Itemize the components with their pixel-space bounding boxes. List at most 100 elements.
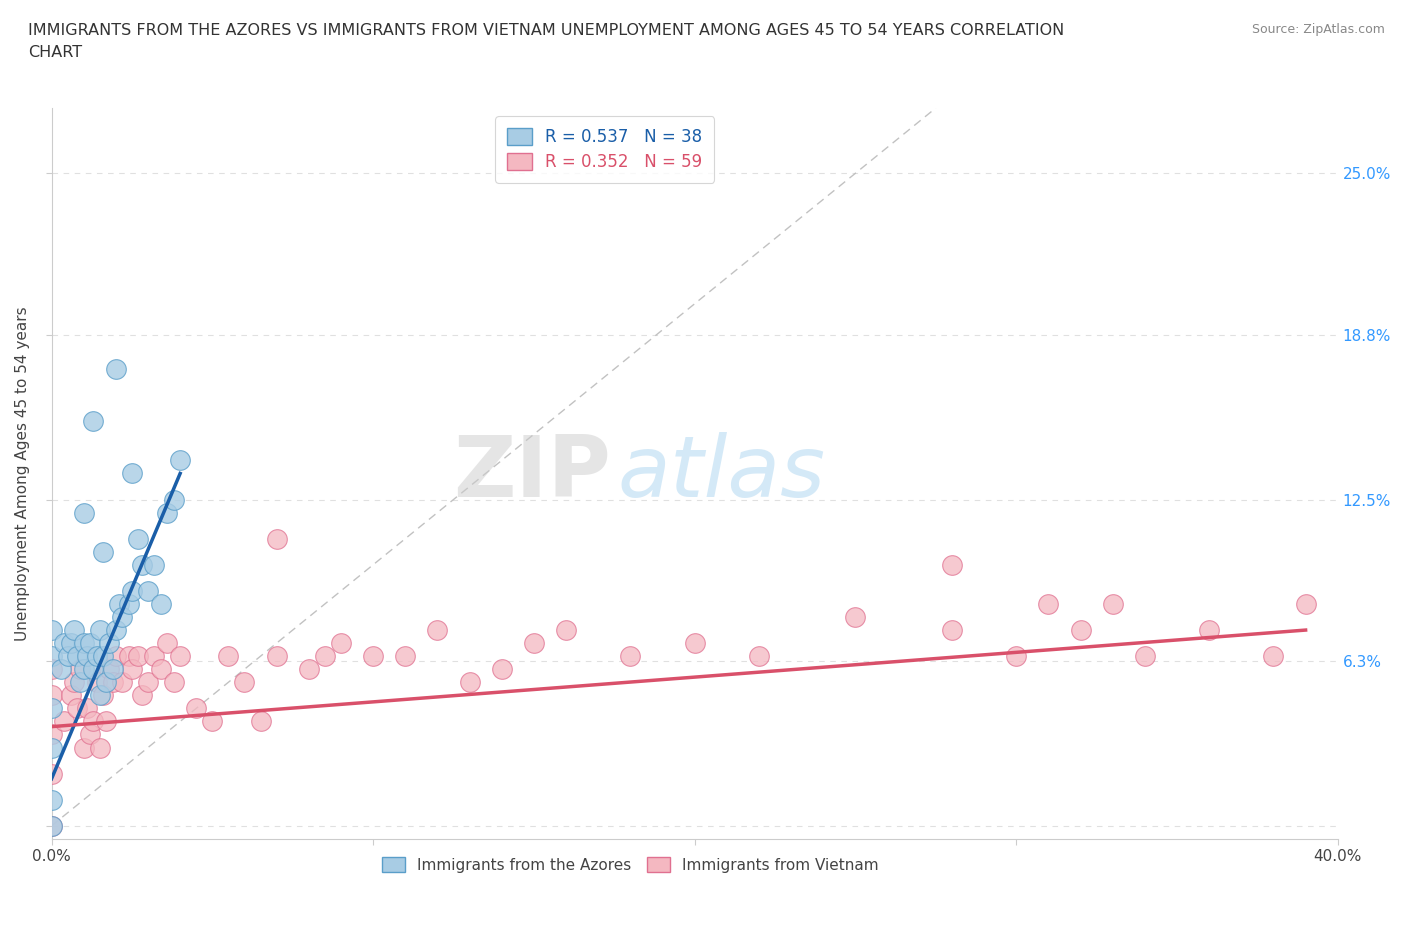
Point — [41, 649, 63, 664]
Point — [41, 740, 63, 755]
Point — [136, 675, 159, 690]
Point — [82, 714, 104, 729]
Point — [941, 622, 963, 637]
Point — [96, 714, 118, 729]
Legend: Immigrants from the Azores, Immigrants from Vietnam: Immigrants from the Azores, Immigrants f… — [375, 851, 884, 879]
Point — [41, 792, 63, 807]
Point — [1133, 649, 1156, 664]
Point — [53, 714, 76, 729]
Point — [108, 596, 131, 611]
Point — [121, 583, 143, 598]
Point — [201, 714, 224, 729]
Text: Source: ZipAtlas.com: Source: ZipAtlas.com — [1251, 23, 1385, 36]
Point — [96, 675, 118, 690]
Text: atlas: atlas — [617, 432, 825, 515]
Point — [104, 362, 127, 377]
Point — [41, 622, 63, 637]
Point — [41, 662, 63, 677]
Point — [101, 675, 124, 690]
Point — [143, 557, 166, 572]
Point — [249, 714, 271, 729]
Point — [56, 649, 79, 664]
Point — [127, 649, 149, 664]
Point — [73, 636, 96, 651]
Point — [156, 505, 179, 520]
Point — [131, 557, 153, 572]
Point — [111, 675, 134, 690]
Point — [844, 609, 866, 624]
Point — [217, 649, 239, 664]
Point — [683, 636, 706, 651]
Point — [266, 649, 288, 664]
Point — [66, 701, 89, 716]
Point — [59, 636, 82, 651]
Point — [748, 649, 770, 664]
Point — [41, 727, 63, 742]
Point — [73, 740, 96, 755]
Point — [101, 662, 124, 677]
Point — [1038, 596, 1060, 611]
Point — [1198, 622, 1220, 637]
Point — [121, 466, 143, 481]
Point — [63, 675, 86, 690]
Point — [149, 596, 172, 611]
Point — [314, 649, 336, 664]
Point — [491, 662, 513, 677]
Point — [41, 701, 63, 716]
Point — [127, 531, 149, 546]
Point — [89, 688, 111, 703]
Point — [89, 622, 111, 637]
Point — [121, 662, 143, 677]
Point — [169, 649, 191, 664]
Point — [89, 740, 111, 755]
Point — [73, 662, 96, 677]
Point — [361, 649, 384, 664]
Point — [266, 531, 288, 546]
Point — [941, 557, 963, 572]
Point — [163, 675, 186, 690]
Point — [1005, 649, 1028, 664]
Point — [458, 675, 481, 690]
Point — [111, 609, 134, 624]
Point — [76, 701, 98, 716]
Point — [118, 649, 141, 664]
Point — [131, 688, 153, 703]
Point — [82, 662, 104, 677]
Point — [63, 622, 86, 637]
Point — [1295, 596, 1317, 611]
Point — [169, 453, 191, 468]
Point — [86, 649, 108, 664]
Point — [156, 636, 179, 651]
Point — [41, 766, 63, 781]
Point — [394, 649, 416, 664]
Point — [79, 636, 101, 651]
Point — [69, 662, 91, 677]
Point — [186, 701, 208, 716]
Point — [619, 649, 641, 664]
Point — [91, 544, 114, 559]
Y-axis label: Unemployment Among Ages 45 to 54 years: Unemployment Among Ages 45 to 54 years — [15, 306, 30, 641]
Point — [98, 636, 121, 651]
Point — [104, 622, 127, 637]
Point — [86, 675, 108, 690]
Point — [233, 675, 256, 690]
Point — [66, 649, 89, 664]
Point — [51, 662, 73, 677]
Text: IMMIGRANTS FROM THE AZORES VS IMMIGRANTS FROM VIETNAM UNEMPLOYMENT AMONG AGES 45: IMMIGRANTS FROM THE AZORES VS IMMIGRANTS… — [28, 23, 1064, 60]
Point — [91, 649, 114, 664]
Point — [91, 688, 114, 703]
Point — [163, 492, 186, 507]
Point — [136, 583, 159, 598]
Point — [53, 636, 76, 651]
Point — [98, 662, 121, 677]
Point — [59, 688, 82, 703]
Point — [69, 675, 91, 690]
Point — [426, 622, 449, 637]
Point — [73, 505, 96, 520]
Point — [79, 727, 101, 742]
Point — [149, 662, 172, 677]
Point — [41, 818, 63, 833]
Point — [523, 636, 546, 651]
Point — [1101, 596, 1123, 611]
Point — [118, 596, 141, 611]
